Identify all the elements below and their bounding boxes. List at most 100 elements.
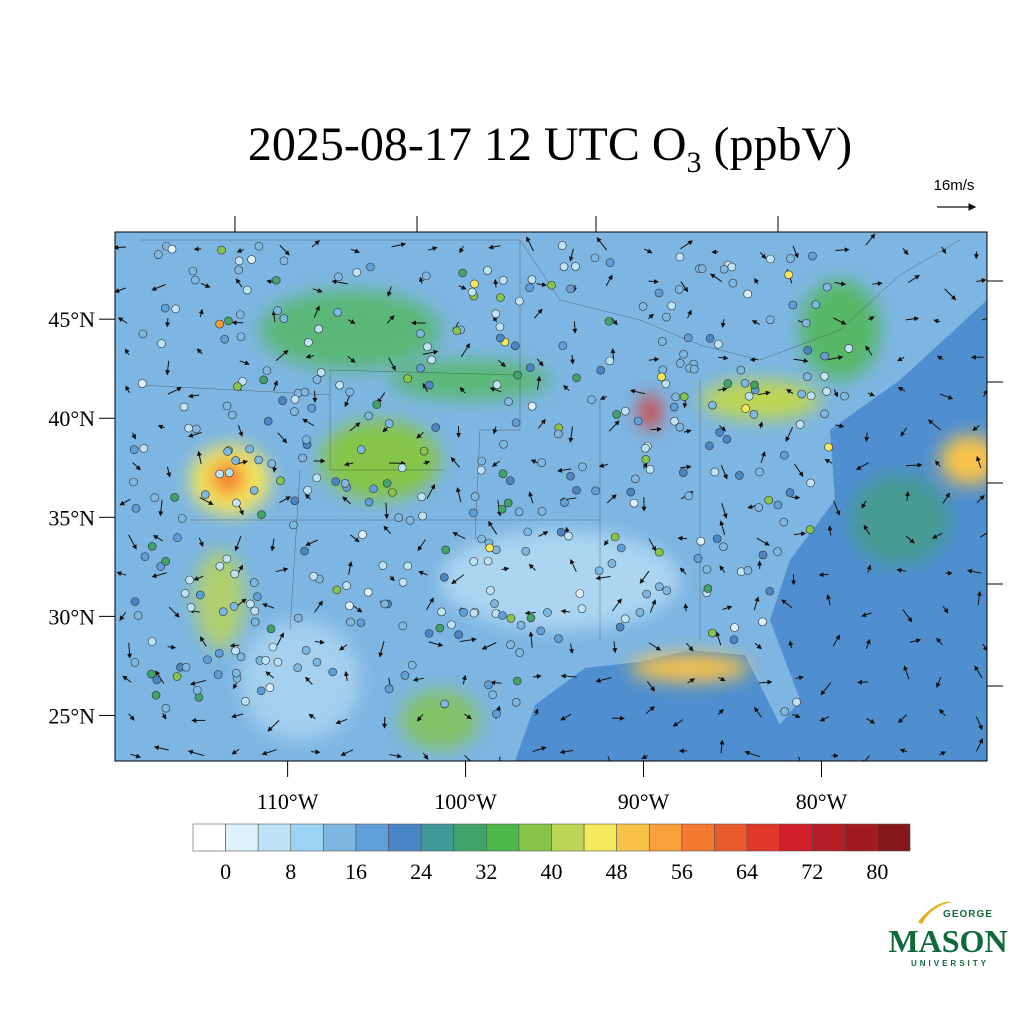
station xyxy=(657,337,667,346)
station xyxy=(225,468,234,478)
station xyxy=(722,434,732,444)
wind-vector xyxy=(867,391,875,397)
station xyxy=(180,588,190,598)
colorbar-swatch xyxy=(746,823,780,852)
wind-vector xyxy=(236,248,244,253)
station xyxy=(279,314,289,323)
station xyxy=(293,663,302,673)
station xyxy=(424,380,434,390)
station xyxy=(730,623,739,632)
station xyxy=(133,611,143,620)
wind-vector xyxy=(491,460,501,467)
wind-vector xyxy=(861,500,867,509)
station xyxy=(820,409,829,419)
station xyxy=(179,402,189,412)
station xyxy=(194,692,204,702)
station xyxy=(160,303,170,313)
station xyxy=(740,378,750,388)
station xyxy=(496,333,505,343)
station xyxy=(416,363,425,373)
station xyxy=(797,389,807,399)
station xyxy=(193,685,202,695)
station xyxy=(273,657,283,667)
station xyxy=(290,407,299,416)
station xyxy=(440,699,449,709)
station xyxy=(364,411,373,421)
station xyxy=(705,441,714,451)
station xyxy=(300,546,309,556)
station xyxy=(805,525,815,534)
wind-vector xyxy=(972,425,980,431)
colorbar-tick-label: 40 xyxy=(541,859,563,884)
station xyxy=(785,488,795,497)
wind-vector xyxy=(560,673,577,679)
station xyxy=(140,552,150,561)
wind-vector xyxy=(642,462,648,469)
station xyxy=(382,479,392,488)
wind-vector xyxy=(115,287,126,293)
wind-vector xyxy=(116,571,127,577)
frame-ticks xyxy=(234,216,1003,687)
wind-vector xyxy=(305,676,313,685)
station xyxy=(645,465,655,474)
wind-vector xyxy=(976,590,982,606)
wind-vector xyxy=(271,310,277,323)
wind-vector xyxy=(715,631,722,646)
wind-reference-label: 16m/s xyxy=(934,177,975,194)
wind-vector xyxy=(976,494,985,504)
colorbar-swatch xyxy=(877,823,911,852)
wind-vector xyxy=(488,244,501,250)
wind-vector xyxy=(861,612,872,618)
wind-vector xyxy=(650,426,662,432)
wind-vector xyxy=(833,389,839,398)
wind-vector xyxy=(490,680,502,686)
title: 2025-08-17 12 UTC O3 (ppbV) xyxy=(248,118,852,179)
station xyxy=(469,557,479,566)
wind-vector xyxy=(610,348,616,361)
wind-vector xyxy=(560,608,570,614)
map-frame xyxy=(114,231,988,762)
station xyxy=(215,561,225,571)
colorbar-swatch xyxy=(453,823,487,852)
wind-vector xyxy=(386,315,395,324)
wind-vector xyxy=(492,426,498,435)
wind-vector xyxy=(612,641,618,654)
wind-vector xyxy=(232,682,238,690)
station xyxy=(525,283,534,293)
wind-vector xyxy=(760,451,766,464)
wind-vector xyxy=(596,237,608,251)
colorbar-swatch xyxy=(681,823,715,852)
station xyxy=(215,319,225,329)
station xyxy=(536,626,546,636)
wind-vector xyxy=(389,575,395,582)
wind-vector xyxy=(537,418,546,429)
wind-vector xyxy=(648,313,654,320)
station xyxy=(345,387,355,397)
wind-vector xyxy=(974,665,983,679)
station xyxy=(238,376,247,386)
station xyxy=(506,614,516,623)
station xyxy=(364,497,374,507)
station xyxy=(708,628,717,638)
station xyxy=(231,646,240,656)
station xyxy=(333,307,342,317)
colorbar-swatch xyxy=(290,823,324,852)
wind-vector xyxy=(236,598,247,607)
station xyxy=(246,599,255,609)
station xyxy=(177,514,187,523)
wind-vector xyxy=(167,644,177,650)
wind-vector xyxy=(903,665,910,680)
station xyxy=(342,581,351,590)
colorbar-swatch xyxy=(583,823,617,852)
station xyxy=(594,566,604,576)
wind-vector xyxy=(835,423,845,429)
station xyxy=(587,395,596,405)
wind-vector xyxy=(939,393,954,400)
station xyxy=(254,241,264,251)
wind-vector xyxy=(629,388,646,395)
wind-vector xyxy=(311,240,320,248)
wind-vector xyxy=(563,384,570,392)
logo-top: GEORGE xyxy=(943,909,993,920)
wind-vector xyxy=(460,637,477,643)
wind-vector xyxy=(350,248,360,254)
